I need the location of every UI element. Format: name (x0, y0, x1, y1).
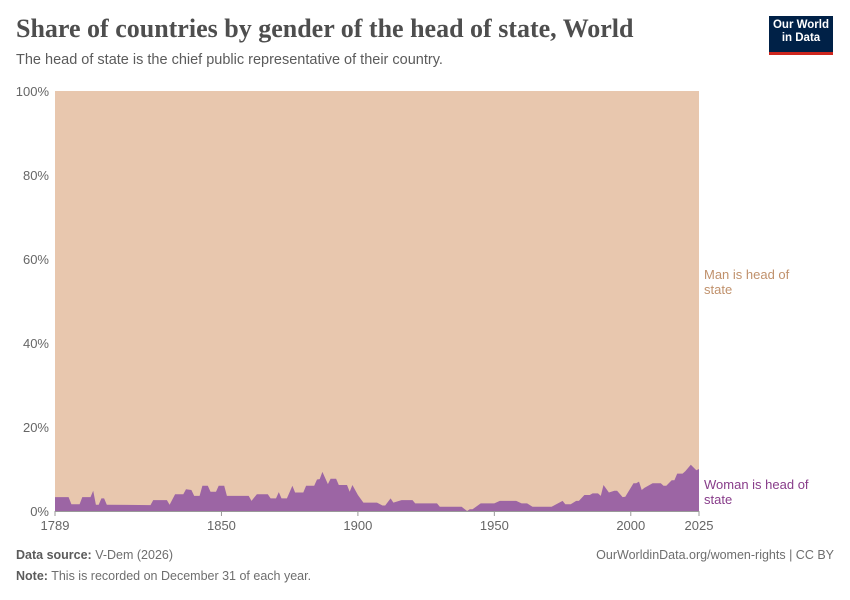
source-link[interactable]: V-Dem (2026) (95, 548, 174, 562)
note-text: This is recorded on December 31 of each … (51, 569, 312, 583)
logo-text-2: in Data (781, 32, 821, 44)
x-tick-label: 1850 (207, 518, 236, 533)
legend-label-man: Man is head of (704, 267, 790, 282)
chart-title: Share of countries by gender of the head… (16, 14, 634, 43)
data-source: Data source: V-Dem (2026) (16, 548, 173, 562)
x-tick-label: 2000 (616, 518, 645, 533)
area-woman (55, 464, 699, 511)
source-label: Data source: (16, 548, 92, 562)
x-tick-label: 1950 (480, 518, 509, 533)
logo-text-1: Our World (772, 19, 829, 31)
y-tick-label: 60% (23, 252, 49, 267)
y-tick-label: 100% (16, 84, 50, 99)
x-tick-label: 2025 (685, 518, 714, 533)
y-tick-label: 40% (23, 336, 49, 351)
y-tick-label: 0% (30, 504, 49, 519)
footer-url[interactable]: OurWorldinData.org/women-rights | CC BY (596, 548, 834, 562)
x-tick-label: 1900 (343, 518, 372, 533)
note-label: Note: (16, 569, 48, 583)
legend-label-woman: Woman is head of (704, 477, 809, 492)
footer-note: Note: This is recorded on December 31 of… (16, 569, 311, 583)
legend-label-woman: state (704, 492, 732, 507)
y-tick-label: 20% (23, 420, 49, 435)
x-tick-label: 1789 (41, 518, 70, 533)
y-tick-label: 80% (23, 168, 49, 183)
owid-logo[interactable]: Our World in Data (769, 16, 833, 55)
area-man (55, 91, 699, 511)
legend-label-man: state (704, 282, 732, 297)
chart-subtitle: The head of state is the chief public re… (16, 52, 443, 68)
